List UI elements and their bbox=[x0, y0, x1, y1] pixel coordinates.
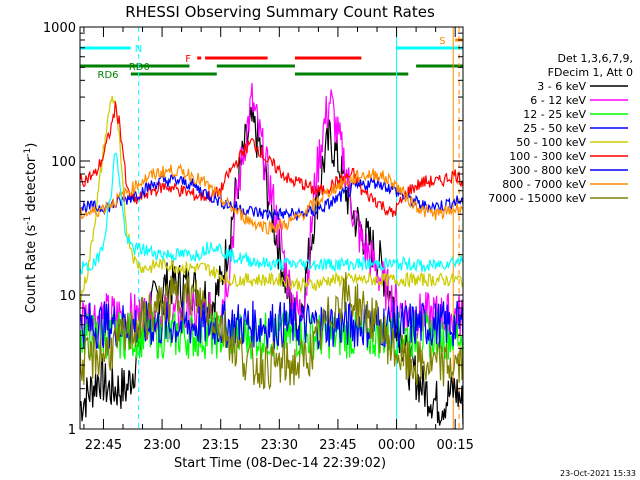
flag-label: RD6 bbox=[98, 70, 119, 81]
legend: Det 1,3,6,7,9, FDecim 1, Att 0 3 - 6 keV… bbox=[488, 52, 633, 205]
flag-label: F bbox=[185, 54, 191, 65]
y-axis-label-sup-2: -1 bbox=[23, 148, 33, 157]
series-line bbox=[79, 95, 464, 308]
chart-title: RHESSI Observing Summary Count Rates bbox=[125, 3, 435, 21]
axes: 1 10 100 1000 22:45 23:00 23:15 23:30 23:45 00:00… bbox=[43, 21, 474, 453]
y-axis-label-sup-1: -1 bbox=[23, 216, 33, 225]
legend-label: 3 - 6 keV bbox=[537, 80, 586, 93]
series-line bbox=[79, 163, 464, 235]
y-tick-label: 100 bbox=[51, 155, 76, 170]
legend-label: 800 - 7000 keV bbox=[502, 178, 586, 191]
x-tick-label: 00:00 bbox=[378, 438, 415, 453]
series-line bbox=[79, 174, 464, 221]
y-axis-label: Count Rate (s-1 detector-1) bbox=[23, 143, 39, 314]
legend-label: 12 - 25 keV bbox=[523, 108, 586, 121]
series-line bbox=[79, 272, 464, 391]
legend-label: 50 - 100 keV bbox=[516, 136, 586, 149]
series-line bbox=[79, 152, 463, 275]
x-tick-label: 00:15 bbox=[436, 438, 473, 453]
generated-timestamp: 23-Oct-2021 15:33 bbox=[560, 469, 636, 478]
x-tick-label: 23:30 bbox=[261, 438, 298, 453]
legend-label: 25 - 50 keV bbox=[523, 122, 586, 135]
data-series bbox=[79, 83, 464, 426]
y-axis-label-part-3: ) bbox=[24, 143, 39, 148]
legend-header-line-1: Det 1,3,6,7,9, bbox=[557, 52, 633, 65]
y-tick-label: 1 bbox=[68, 423, 76, 438]
legend-header-line-2: FDecim 1, Att 0 bbox=[548, 66, 633, 79]
series-line bbox=[79, 310, 464, 360]
x-axis-label: Start Time (08-Dec-14 22:39:02) bbox=[174, 456, 386, 471]
flag-label: RD0 bbox=[129, 62, 150, 73]
plot-frame bbox=[79, 26, 464, 430]
x-tick-label: 23:00 bbox=[143, 438, 180, 453]
y-tick-label: 10 bbox=[59, 289, 76, 304]
legend-label: 6 - 12 keV bbox=[530, 94, 586, 107]
x-tick-label: 22:45 bbox=[85, 438, 122, 453]
legend-label: 300 - 800 keV bbox=[509, 164, 586, 177]
x-tick-label: 23:45 bbox=[319, 438, 356, 453]
y-tick-label: 1000 bbox=[43, 21, 76, 36]
legend-label: 100 - 300 keV bbox=[509, 150, 586, 163]
y-axis-label-part-1: Count Rate (s bbox=[24, 225, 39, 314]
legend-label: 7000 - 15000 keV bbox=[488, 192, 586, 205]
x-tick-label: 23:15 bbox=[202, 438, 239, 453]
flag-label: S bbox=[439, 36, 445, 47]
y-axis-label-part-2: detector bbox=[24, 156, 39, 216]
